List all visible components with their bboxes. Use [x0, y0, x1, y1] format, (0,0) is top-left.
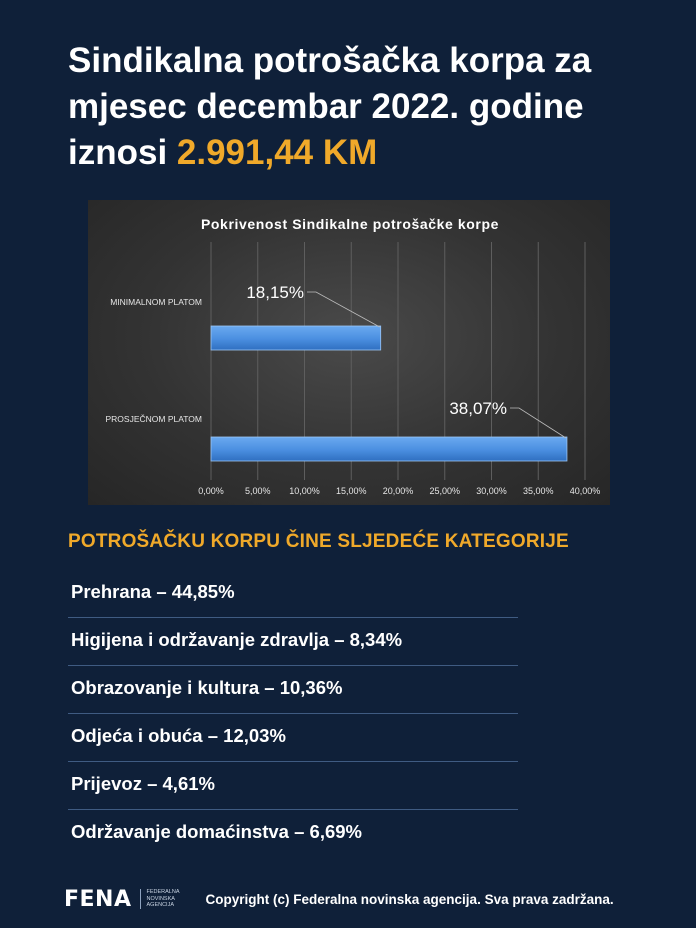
x-tick-label: 10,00% [289, 486, 320, 496]
x-tick-label: 0,00% [198, 486, 224, 496]
chart-bars [210, 325, 568, 462]
chart-title: Pokrivenost Sindikalne potrošačke korpe [201, 216, 499, 232]
data-label-leader-line [307, 291, 380, 328]
x-tick-label: 30,00% [476, 486, 507, 496]
headline-line-2: mjesec decembar 2022. godine [68, 87, 584, 126]
coverage-chart: Pokrivenost Sindikalne potrošačke korpe … [88, 200, 610, 505]
fena-logo: FENA FEDERALNA NOVINSKA AGENCIJA [64, 887, 184, 912]
headline-line-1: Sindikalna potrošačka korpa za [68, 41, 592, 80]
category-item: Higijena i održavanje zdravlja – 8,34% [68, 618, 518, 666]
chart-category-labels: MINIMALNOM PLATOM PROSJEČNOM PLATOM [105, 297, 202, 424]
x-tick-label: 15,00% [336, 486, 367, 496]
chart-gridlines [210, 242, 586, 480]
x-tick-label: 35,00% [523, 486, 554, 496]
coverage-chart-svg: Pokrivenost Sindikalne potrošačke korpe … [105, 216, 600, 496]
chart-data-labels: 18,15% 38,07% [246, 283, 567, 439]
category-label: PROSJEČNOM PLATOM [105, 414, 202, 424]
bar [210, 436, 568, 462]
categories-title: POTROŠAČKU KORPU ČINE SLJEDEĆE KATEGORIJ… [68, 531, 569, 552]
bar [210, 325, 382, 351]
x-tick-label: 20,00% [383, 486, 414, 496]
data-label: 18,15% [246, 283, 304, 302]
category-item: Prijevoz – 4,61% [68, 762, 518, 810]
x-tick-label: 40,00% [570, 486, 601, 496]
footer: FENA FEDERALNA NOVINSKA AGENCIJA Copyrig… [64, 884, 674, 914]
fena-logo-subtext: FEDERALNA NOVINSKA AGENCIJA [139, 889, 184, 909]
category-item: Održavanje domaćinstva – 6,69% [71, 821, 362, 842]
copyright-text: Copyright (c) Federalna novinska agencij… [205, 891, 614, 907]
category-item: Prehrana – 44,85% [68, 570, 518, 618]
category-label: MINIMALNOM PLATOM [110, 297, 202, 307]
headline-line-3: iznosi 2.991,44 KM [68, 130, 668, 176]
headline-line-3-prefix: iznosi [68, 133, 177, 172]
data-label: 38,07% [449, 399, 507, 418]
x-tick-label: 5,00% [245, 486, 271, 496]
category-item: Obrazovanje i kultura – 10,36% [68, 666, 518, 714]
categories-list: Prehrana – 44,85% Higijena i održavanje z… [68, 570, 518, 858]
headline: Sindikalna potrošačka korpa za mjesec de… [68, 38, 668, 176]
data-label-leader-line [510, 407, 567, 439]
x-tick-label: 25,00% [429, 486, 460, 496]
category-item: Odjeća i obuća – 12,03% [68, 714, 518, 762]
headline-amount: 2.991,44 KM [176, 133, 378, 172]
fena-logo-text: FENA [64, 886, 132, 912]
chart-x-ticks: 0,00% 5,00% 10,00% 15,00% 20,00% 25,00% 30,00%… [198, 486, 600, 496]
